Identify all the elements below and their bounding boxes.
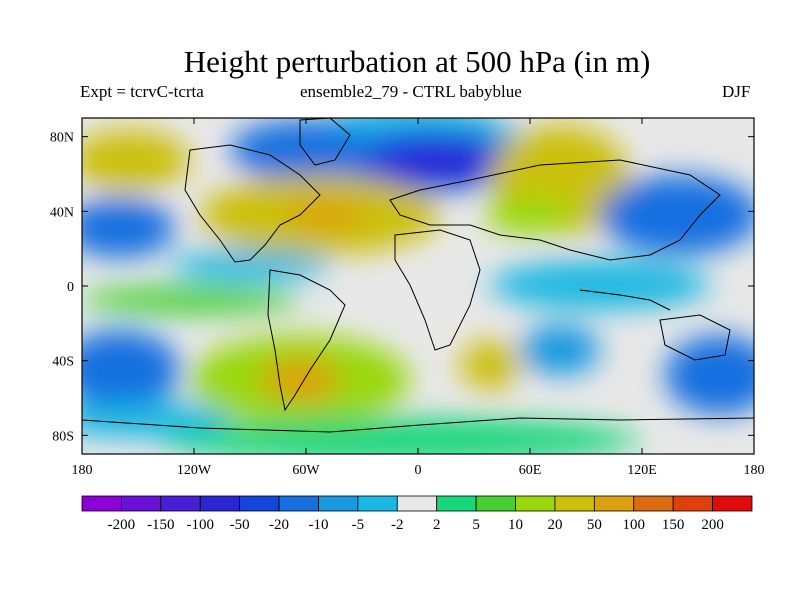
colorbar-label: -150 xyxy=(147,517,175,533)
colorbar-label: 5 xyxy=(472,517,480,533)
colorbar-label: 200 xyxy=(701,517,724,533)
colorbar-swatch xyxy=(160,495,201,512)
colorbar-swatch xyxy=(475,495,516,512)
colorbar-label: -10 xyxy=(308,517,328,533)
colorbar-swatch xyxy=(396,495,438,512)
season-label: DJF xyxy=(722,82,751,101)
colorbar-label: 50 xyxy=(587,517,602,533)
colorbar-swatch xyxy=(712,495,753,512)
colorbar-swatch xyxy=(436,495,477,512)
colorbar-swatch xyxy=(81,495,122,512)
colorbar-swatch xyxy=(278,495,319,512)
colorbar-swatch xyxy=(515,495,556,512)
latitude-labels: 80N 40N 0 40S 80S xyxy=(50,131,74,445)
colorbar-labels: -200 -150 -100 -50 -20 -10 -5 -2 2 5 10 20 50 100 150 2… xyxy=(108,517,724,533)
colorbar-label: 20 xyxy=(547,517,562,533)
colorbar-label: 100 xyxy=(623,517,646,533)
colorbar-label: -100 xyxy=(186,517,214,533)
colorbar-label: -2 xyxy=(391,517,404,533)
colorbar-swatch xyxy=(554,495,595,512)
experiment-label: Expt = tcrvC-tcrta xyxy=(80,82,204,101)
lon-label: 60E xyxy=(519,463,542,478)
coastlines xyxy=(82,118,754,433)
colorbar-label: -50 xyxy=(230,517,250,533)
lat-label: 80S xyxy=(52,429,74,444)
colorbar-swatch xyxy=(199,495,241,512)
lat-label: 80N xyxy=(50,131,74,146)
lat-label: 40N xyxy=(50,205,74,220)
colorbar-swatch xyxy=(593,495,635,512)
axis-ticks xyxy=(81,118,755,454)
lon-label: 180 xyxy=(744,463,765,478)
colorbar-label: 10 xyxy=(508,517,523,533)
colorbar-swatch xyxy=(357,495,398,512)
ensemble-label: ensemble2_79 - CTRL babyblue xyxy=(300,82,522,101)
colorbar-swatch xyxy=(672,495,713,512)
colorbar-swatch xyxy=(318,495,359,512)
colorbar-label: 150 xyxy=(662,517,685,533)
lon-label: 120W xyxy=(177,463,212,478)
colorbar-swatch xyxy=(633,495,674,512)
colorbar-swatch xyxy=(121,495,162,512)
colorbar-label: -20 xyxy=(269,517,289,533)
height-perturbation-field xyxy=(82,118,754,454)
lat-label: 40S xyxy=(52,355,74,370)
lon-label: 180 xyxy=(72,463,93,478)
lon-label: 60W xyxy=(292,463,320,478)
lon-label: 0 xyxy=(415,463,422,478)
plot-title: Height perturbation at 500 hPa (in m) xyxy=(183,44,651,79)
colorbar-label: -5 xyxy=(352,517,365,533)
longitude-labels: 180 120W 60W 0 60E 120E 180 xyxy=(72,463,765,478)
colorbar xyxy=(81,495,753,512)
colorbar-label: -200 xyxy=(108,517,136,533)
colorbar-swatch xyxy=(239,495,280,512)
lat-label: 0 xyxy=(67,280,74,295)
colorbar-label: 2 xyxy=(433,517,441,533)
lon-label: 120E xyxy=(627,463,657,478)
